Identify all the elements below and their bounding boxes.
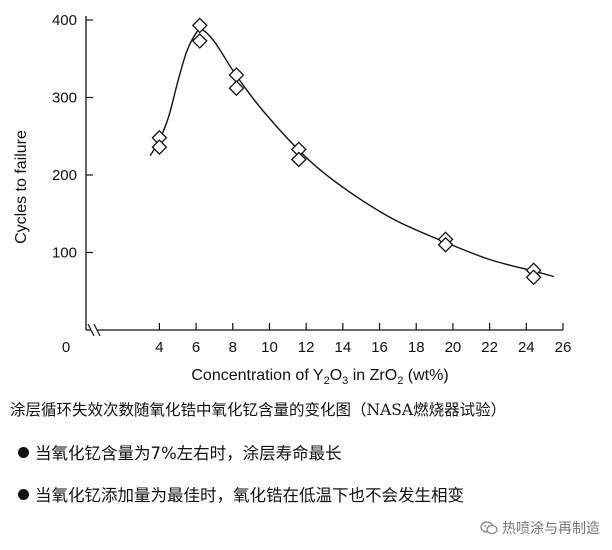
data-point-diamond <box>290 151 307 168</box>
bullet-dot-icon <box>18 488 29 500</box>
data-point-diamond <box>437 236 454 253</box>
figure-caption: 涂层循环失效次数随氧化锆中氧化钇含量的变化图（NASA燃烧器试验） <box>10 401 507 419</box>
wechat-icon <box>480 521 498 535</box>
x-tick-label: 10 <box>261 339 278 356</box>
y-tick-label: 300 <box>52 90 77 107</box>
y-axis-ticks: 100 200 300 400 <box>52 12 93 262</box>
plot-frame <box>85 16 563 337</box>
y-axis-title: Cycles to failure <box>13 130 30 244</box>
data-point-diamond <box>228 67 245 83</box>
y-tick-label: 400 <box>52 12 77 29</box>
data-point-diamond <box>191 17 208 34</box>
data-point-diamond <box>525 269 542 286</box>
x-tick-label: 22 <box>481 339 498 356</box>
x-title-part: Concentration of Y <box>191 367 324 384</box>
x-axis-title: Concentration of Y2O3 in ZrO2 (wt%) <box>191 367 448 387</box>
bullet-item: 当氧化钇含量为7%左右时，涂层寿命最长 <box>18 440 342 464</box>
bullet-text: 当氧化钇含量为7%左右时，涂层寿命最长 <box>35 444 342 463</box>
bullet-item: 当氧化钇添加量为最佳时，氧化锆在低温下也不会发生相变 <box>18 482 464 506</box>
x-tick-label: 18 <box>408 339 425 356</box>
watermark-text: 热喷涂与再制造 <box>502 521 600 537</box>
x-tick-label: 24 <box>518 339 535 356</box>
bullet-text: 当氧化钇添加量为最佳时，氧化锆在低温下也不会发生相变 <box>35 486 464 505</box>
x-title-subscript: 2 <box>397 375 403 387</box>
x-tick-label: 0 <box>62 339 70 356</box>
x-tick-label: 20 <box>445 339 462 356</box>
x-tick-label: 26 <box>555 339 572 356</box>
y-tick-label: 100 <box>52 245 77 262</box>
watermark: 热喷涂与再制造 <box>480 518 600 538</box>
x-title-subscript: 3 <box>342 375 348 387</box>
fit-curve <box>149 28 554 278</box>
x-title-subscript: 2 <box>324 375 330 387</box>
x-title-part: O <box>330 367 342 384</box>
x-tick-label: 14 <box>335 339 352 356</box>
x-tick-label: 6 <box>192 339 200 356</box>
data-point-diamond <box>191 33 208 49</box>
data-points <box>151 17 542 286</box>
x-tick-label: 16 <box>371 339 388 356</box>
bullet-dot-icon <box>18 446 29 458</box>
axis-break-mark <box>87 323 101 337</box>
x-axis-ticks: 0 4 6 8 10 12 14 16 18 20 22 24 26 <box>62 323 572 356</box>
x-tick-label: 8 <box>229 339 237 356</box>
x-title-part: (wt%) <box>403 367 448 384</box>
y-tick-label: 200 <box>52 167 77 184</box>
x-title-part: in ZrO <box>348 367 397 384</box>
x-tick-label: 12 <box>298 339 315 356</box>
x-tick-label: 4 <box>155 339 163 356</box>
data-point-diamond <box>228 80 245 97</box>
data-point-diamond <box>151 139 168 156</box>
